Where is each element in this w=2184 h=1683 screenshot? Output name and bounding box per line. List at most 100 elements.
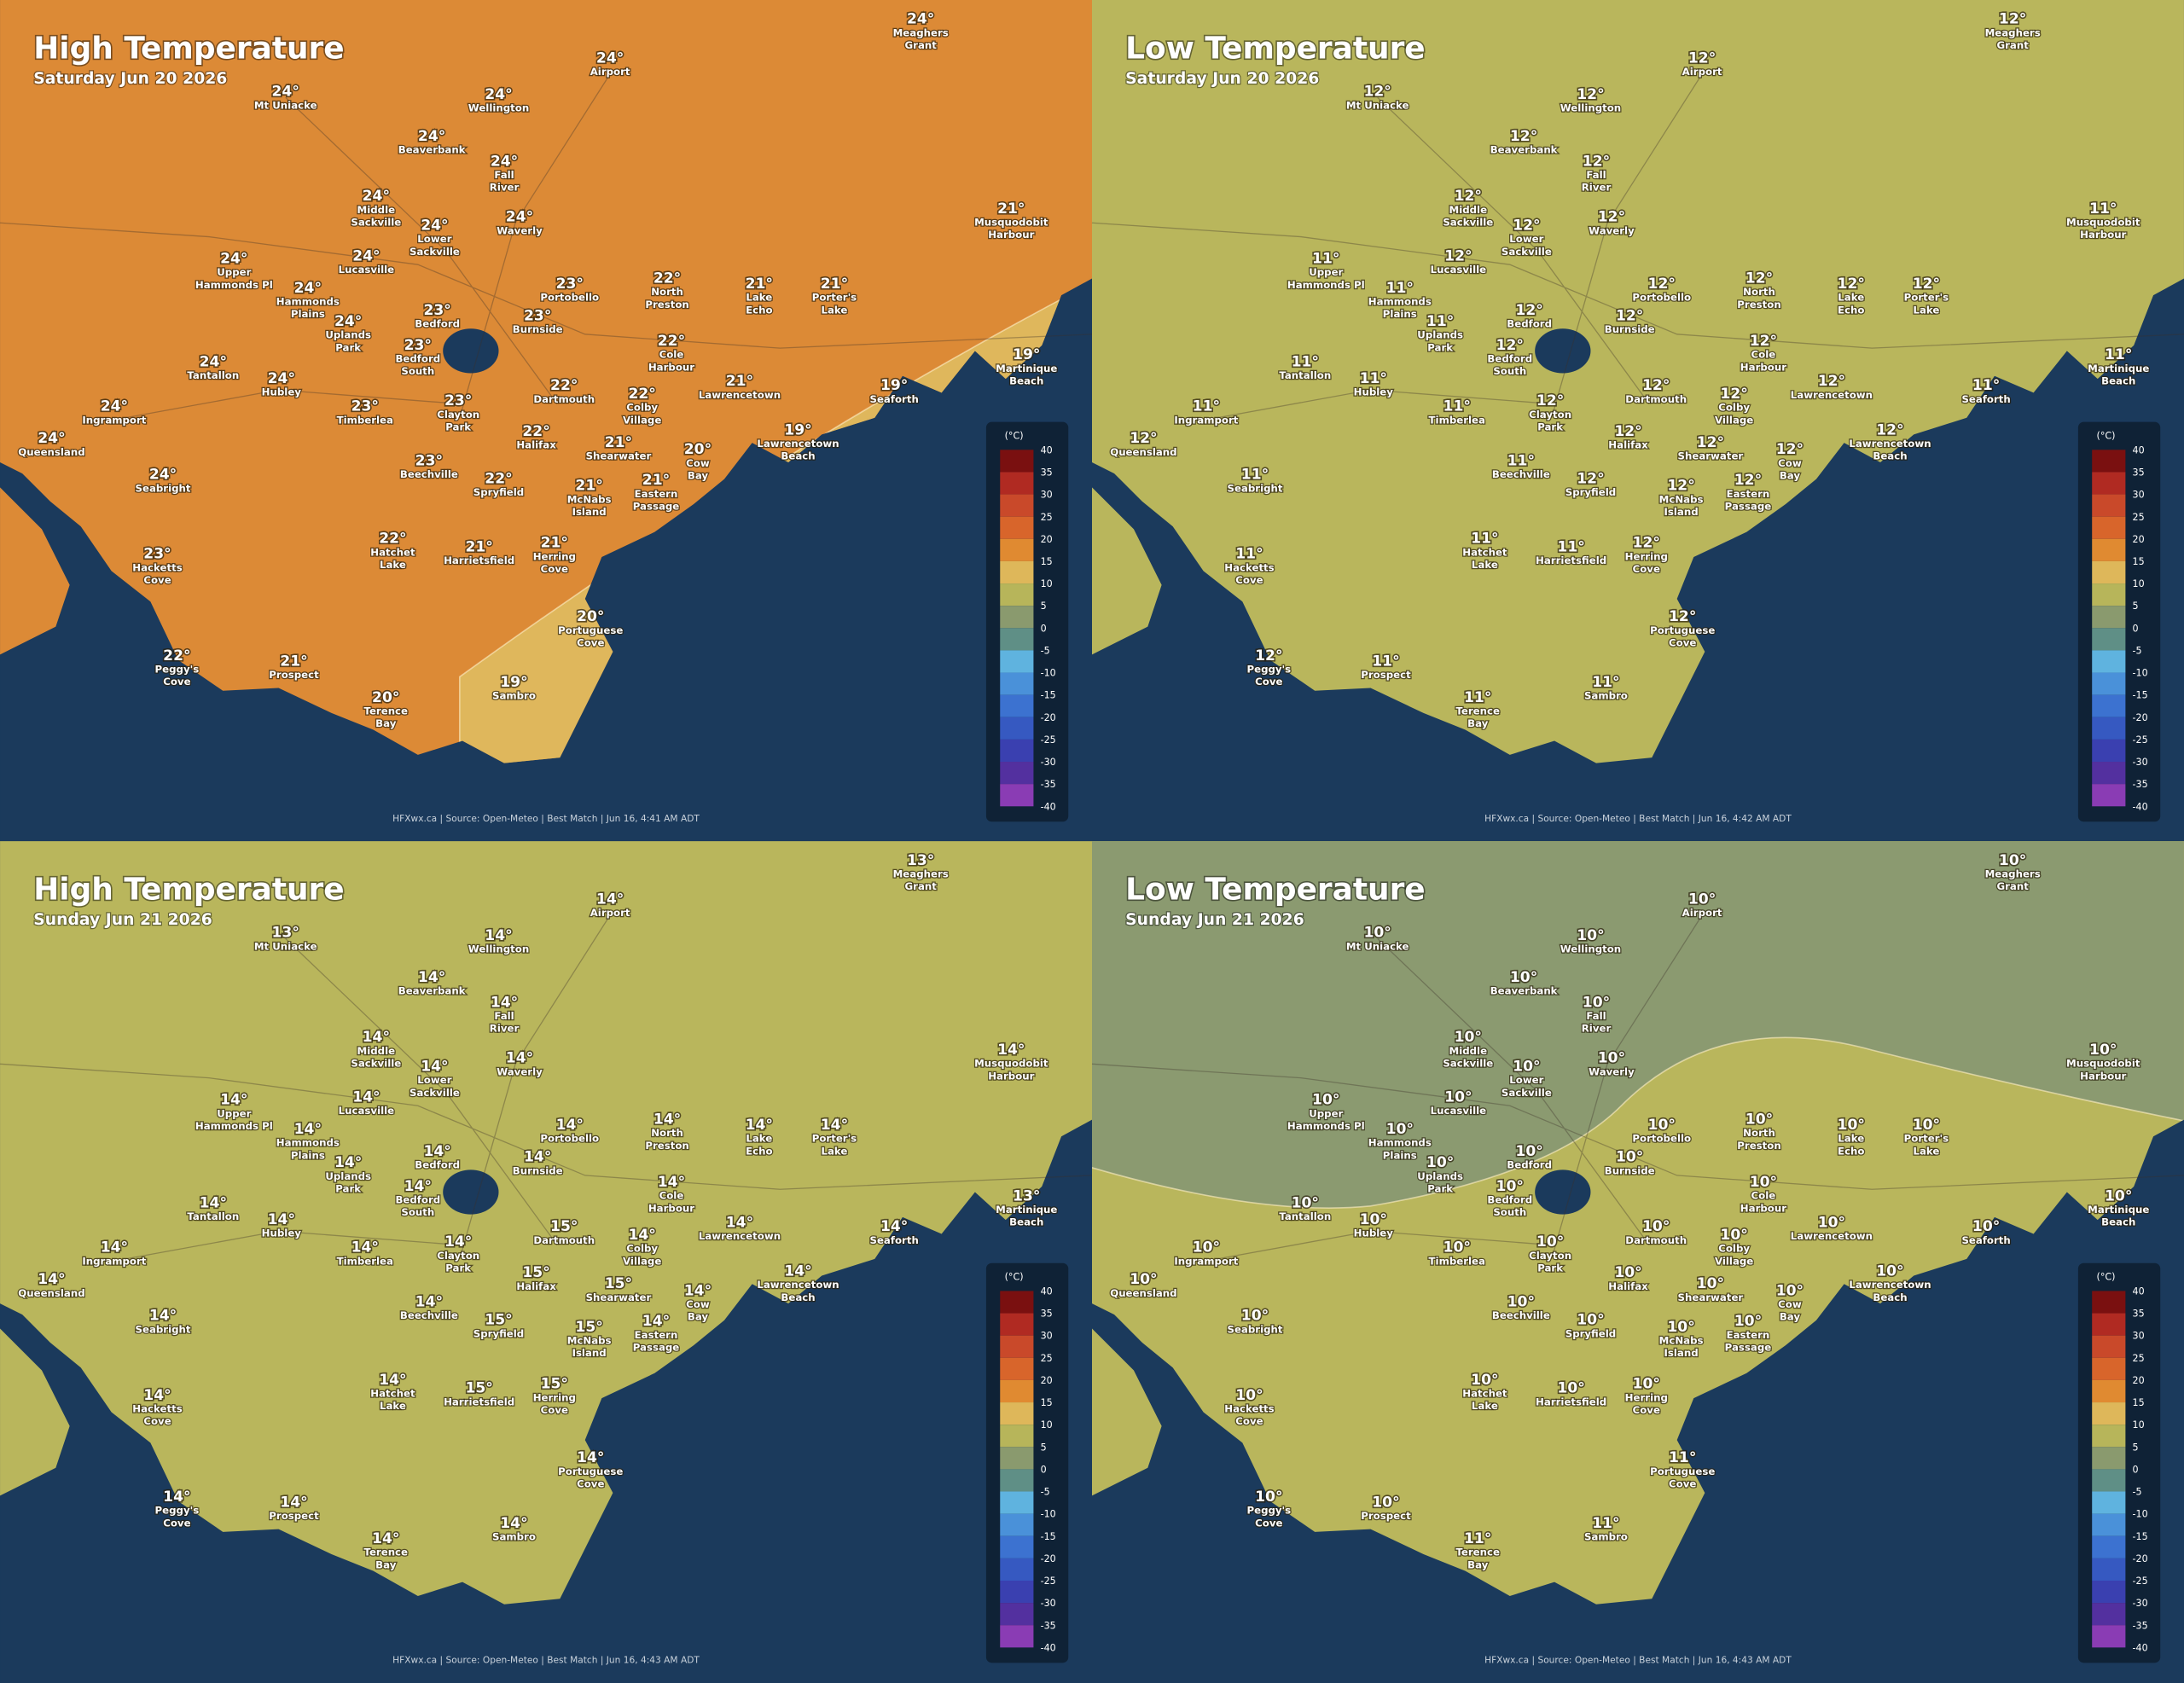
temperature-label: 24° bbox=[38, 430, 65, 447]
legend-swatch bbox=[2092, 472, 2126, 495]
place-name: Beach bbox=[1009, 1216, 1043, 1228]
place-name: Preston bbox=[645, 299, 688, 310]
legend-swatch bbox=[1000, 1581, 1034, 1604]
place-name: Cole bbox=[659, 349, 684, 361]
temperature-label: 24° bbox=[418, 128, 445, 145]
legend-tick: 30 bbox=[2133, 1331, 2145, 1342]
place-name: Beechville bbox=[1492, 1309, 1550, 1321]
place-name: Bay bbox=[688, 1311, 709, 1323]
temperature-label: 14° bbox=[628, 1227, 655, 1244]
temperature-label: 12° bbox=[1642, 377, 1670, 394]
temperature-label: 14° bbox=[268, 1211, 295, 1228]
place-name: River bbox=[1582, 1023, 1612, 1035]
place-name: Hubley bbox=[1354, 386, 1394, 398]
place-name: Lawrencetown bbox=[699, 389, 781, 401]
place-name: Peggy's bbox=[1247, 664, 1292, 676]
place-name: Cole bbox=[659, 1190, 684, 1202]
place-name: River bbox=[490, 1023, 520, 1035]
place-name: Timberlea bbox=[337, 1255, 393, 1267]
legend-tick: -25 bbox=[2133, 734, 2148, 746]
temperature-label: 10° bbox=[1372, 1494, 1399, 1511]
temperature-label: 10° bbox=[1648, 1117, 1676, 1134]
place-name: Plains bbox=[1383, 1149, 1417, 1161]
temperature-label: 10° bbox=[1838, 1117, 1865, 1134]
place-name: Dartmouth bbox=[533, 1234, 595, 1246]
place-name: Uplands bbox=[325, 329, 371, 341]
temperature-label: 14° bbox=[334, 1154, 362, 1171]
temperature-label: 22° bbox=[653, 270, 681, 287]
temperature-label: 10° bbox=[1507, 1293, 1535, 1310]
legend-swatch bbox=[1000, 1425, 1034, 1448]
place-name: Eastern bbox=[1727, 1329, 1770, 1341]
legend-swatch bbox=[2092, 1535, 2126, 1558]
temperature-label: 12° bbox=[1583, 153, 1610, 170]
legend-swatch bbox=[1000, 1357, 1034, 1380]
place-name: Ingramport bbox=[82, 414, 146, 426]
place-name: Cole bbox=[1751, 1190, 1776, 1202]
temperature-label: 15° bbox=[465, 1380, 492, 1397]
legend-swatch bbox=[1000, 1513, 1034, 1536]
place-name: Fall bbox=[1586, 1010, 1606, 1022]
legend-tick: 5 bbox=[2133, 1442, 2139, 1453]
temperature-label: 11° bbox=[1669, 1449, 1696, 1466]
temperature-label: 10° bbox=[1292, 1194, 1319, 1211]
legend-tick: 0 bbox=[1041, 623, 1047, 634]
legend-tick: -40 bbox=[1041, 801, 1056, 812]
temperature-label: 12° bbox=[1363, 84, 1391, 101]
legend-swatch bbox=[2092, 717, 2126, 740]
place-name: Beach bbox=[2101, 375, 2135, 387]
legend-swatch bbox=[1000, 450, 1034, 473]
panel-subtitle: Sunday Jun 21 2026 bbox=[33, 911, 212, 929]
legend-tick: 30 bbox=[1041, 1331, 1053, 1342]
temperature-label: 10° bbox=[1750, 1174, 1777, 1191]
place-name: Seaforth bbox=[870, 1234, 919, 1246]
legend-swatch bbox=[2092, 494, 2126, 517]
place-name: Lawrencetown bbox=[1849, 1279, 1931, 1291]
legend-unit: (°C) bbox=[2097, 1271, 2116, 1282]
legend-tick: 35 bbox=[1041, 467, 1053, 479]
temperature-label: 10° bbox=[1360, 1211, 1387, 1228]
place-name: Martinique bbox=[996, 363, 1057, 374]
temperature-label: 11° bbox=[1592, 1515, 1619, 1532]
temperature-label: 20° bbox=[684, 441, 712, 458]
place-name: Upper bbox=[217, 266, 251, 278]
legend-tick: 25 bbox=[1041, 1353, 1053, 1364]
temperature-label: 10° bbox=[1130, 1271, 1157, 1288]
temperature-label: 24° bbox=[506, 209, 533, 226]
temperature-label: 10° bbox=[1443, 1239, 1471, 1256]
legend-swatch bbox=[2092, 1513, 2126, 1536]
place-name: Fall bbox=[494, 1010, 514, 1022]
temperature-label: 12° bbox=[1734, 472, 1762, 489]
temperature-label: 10° bbox=[1972, 1218, 2000, 1235]
place-name: Cove bbox=[1255, 676, 1282, 688]
place-name: Hacketts bbox=[132, 561, 182, 573]
legend-tick: -35 bbox=[1041, 1620, 1056, 1631]
place-name: Lucasville bbox=[1431, 1105, 1486, 1117]
place-name: Park bbox=[1427, 1183, 1454, 1195]
legend-swatch bbox=[2092, 694, 2126, 717]
legend-swatch bbox=[2092, 784, 2126, 807]
legend-tick: 15 bbox=[2133, 1397, 2145, 1408]
place-name: Shearwater bbox=[1678, 1291, 1744, 1303]
place-name: Passage bbox=[633, 501, 680, 513]
temperature-label: 14° bbox=[444, 1233, 472, 1251]
temperature-label: 10° bbox=[1614, 1264, 1641, 1281]
temperature-label: 15° bbox=[605, 1275, 632, 1292]
place-name: Cove bbox=[541, 1404, 568, 1416]
legend-swatch bbox=[1000, 1335, 1034, 1358]
place-name: Village bbox=[1715, 1255, 1753, 1267]
place-name: Cove bbox=[1633, 563, 1660, 575]
temperature-label: 24° bbox=[485, 86, 512, 103]
legend-tick: -10 bbox=[1041, 668, 1056, 679]
place-name: Peggy's bbox=[155, 664, 200, 676]
place-name: Colby bbox=[1718, 1243, 1750, 1255]
temperature-label: 14° bbox=[423, 1143, 450, 1160]
place-name: Wellington bbox=[1560, 102, 1621, 114]
place-name: Mt Uniacke bbox=[1346, 99, 1409, 111]
roads bbox=[0, 69, 1093, 419]
legend-tick: -5 bbox=[2133, 646, 2142, 657]
place-name: Cove bbox=[163, 676, 190, 688]
temperature-label: 12° bbox=[1913, 276, 1940, 293]
temperature-label: 13° bbox=[272, 925, 299, 942]
